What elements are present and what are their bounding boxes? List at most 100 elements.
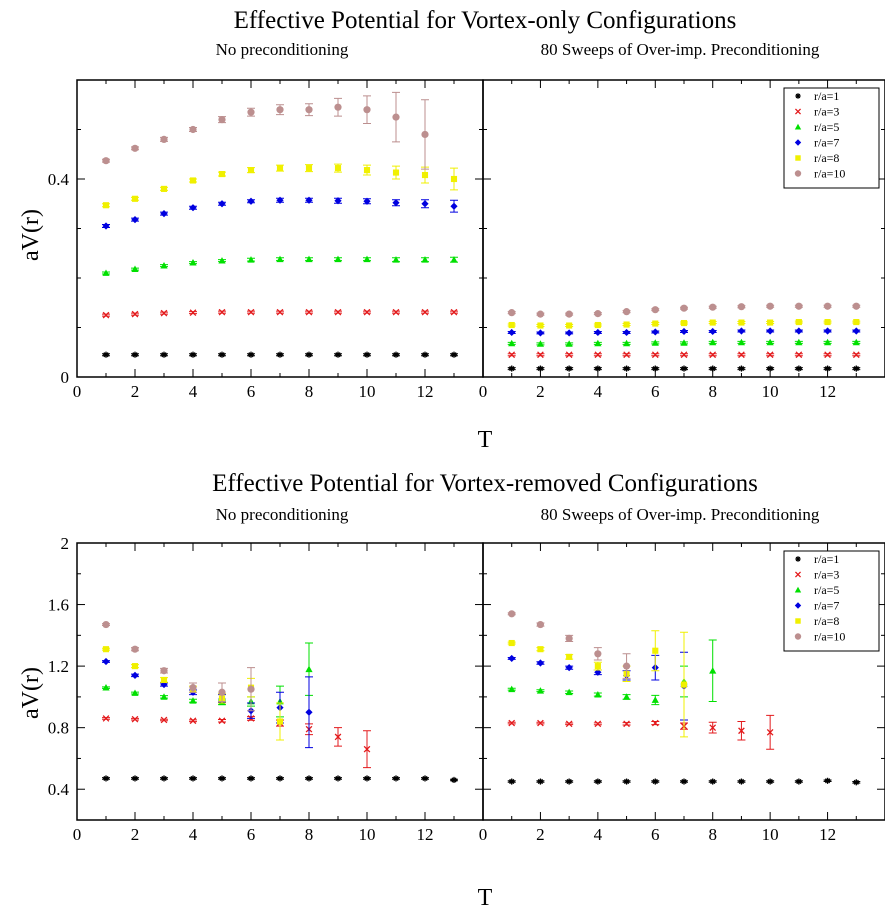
data-point (218, 688, 226, 696)
data-point (853, 318, 860, 326)
data-point (709, 327, 717, 336)
data-point (247, 108, 255, 116)
data-point (737, 327, 746, 335)
data-point (276, 106, 284, 114)
series-r-a-1 (507, 365, 861, 372)
x-tick-label: 12 (819, 382, 836, 401)
data-point (131, 715, 139, 723)
data-point (189, 125, 197, 134)
data-point (623, 778, 630, 785)
y-tick-label: 0 (61, 368, 70, 387)
data-point (421, 351, 429, 358)
data-point (853, 779, 860, 786)
data-point (334, 165, 342, 172)
data-point (651, 696, 659, 703)
data-point (680, 339, 688, 346)
y-tick-label: 0.8 (48, 719, 69, 738)
data-point (709, 303, 717, 311)
data-point (537, 719, 544, 727)
data-point (709, 365, 716, 372)
data-point (852, 302, 860, 310)
data-point (795, 327, 803, 335)
data-point (334, 775, 342, 782)
data-point (508, 351, 516, 359)
data-point (189, 309, 197, 316)
data-point (565, 340, 573, 347)
plot-area-top-right: 0 2 4 6 8 10 12 r/a=1 r/a=3r/a=5 r/a=7r/a=8 r/a=10 (479, 79, 885, 401)
data-point (247, 775, 255, 782)
data-point (334, 197, 342, 205)
data-point (709, 338, 717, 346)
data-point (102, 715, 110, 722)
x-tick-label: 10 (359, 825, 376, 844)
data-point (565, 351, 573, 359)
data-point (131, 663, 139, 670)
data-point (738, 319, 745, 326)
legend-item: r/a=8 (795, 151, 839, 165)
data-point (276, 308, 284, 316)
series-r-a-8 (507, 630, 688, 738)
data-point (131, 689, 139, 696)
legend-item: r/a=3 (794, 105, 839, 119)
data-point (450, 202, 458, 210)
x-tick-label: 8 (305, 382, 314, 401)
data-point (738, 727, 745, 735)
data-point (565, 688, 573, 696)
series-r-a-1 (507, 777, 861, 786)
data-point (766, 728, 774, 736)
data-point (392, 308, 400, 316)
x-tick-label: 4 (189, 382, 198, 401)
data-point (334, 308, 342, 316)
data-point (363, 775, 371, 782)
data-point (709, 724, 717, 732)
data-point (218, 717, 226, 725)
x-tick-label: 4 (594, 382, 603, 401)
legend-item: r/a=5 (794, 583, 839, 597)
data-point (651, 351, 659, 359)
data-point (824, 365, 831, 372)
data-point (766, 327, 774, 335)
data-point (334, 351, 342, 358)
data-point (508, 654, 516, 663)
data-point (218, 775, 226, 782)
data-point (537, 778, 544, 785)
plot-area-bottom-right: 0 2 4 6 8 10 12 r/a=1 r/a=3r/a=5 r/a=7r/a=8 r/a=10 (479, 542, 885, 844)
x-tick-label: 0 (479, 825, 488, 844)
data-point (334, 103, 342, 111)
data-point (421, 308, 429, 316)
figure-title-top: Effective Potential for Vortex-only Conf… (234, 7, 737, 34)
data-point (218, 308, 226, 316)
x-tick-label: 12 (417, 382, 434, 401)
data-point (160, 351, 168, 358)
legend-item: r/a=1 (795, 552, 839, 566)
data-point (709, 351, 717, 359)
data-point (536, 329, 545, 337)
data-point (160, 185, 168, 192)
plot-frame (76, 79, 484, 378)
data-point (680, 351, 688, 359)
figure-title-bottom: Effective Potential for Vortex-removed C… (212, 470, 758, 497)
data-point (852, 338, 860, 346)
data-point (102, 657, 110, 666)
data-point (623, 720, 630, 728)
data-point (594, 339, 602, 347)
data-point (305, 665, 313, 673)
data-point (305, 196, 313, 204)
data-point (102, 222, 110, 230)
x-tick-label: 2 (536, 825, 545, 844)
data-point (276, 196, 284, 204)
data-point (709, 319, 716, 326)
data-point (450, 175, 458, 183)
data-point (852, 327, 860, 335)
data-point (795, 338, 803, 346)
legend-label: r/a=1 (814, 552, 839, 566)
data-point (622, 693, 631, 700)
data-point (363, 106, 371, 114)
data-point (131, 310, 139, 318)
data-point (508, 328, 516, 337)
data-point (738, 365, 745, 372)
data-point (795, 302, 803, 310)
data-point (189, 717, 197, 725)
data-point (766, 351, 774, 359)
data-point (622, 328, 631, 337)
